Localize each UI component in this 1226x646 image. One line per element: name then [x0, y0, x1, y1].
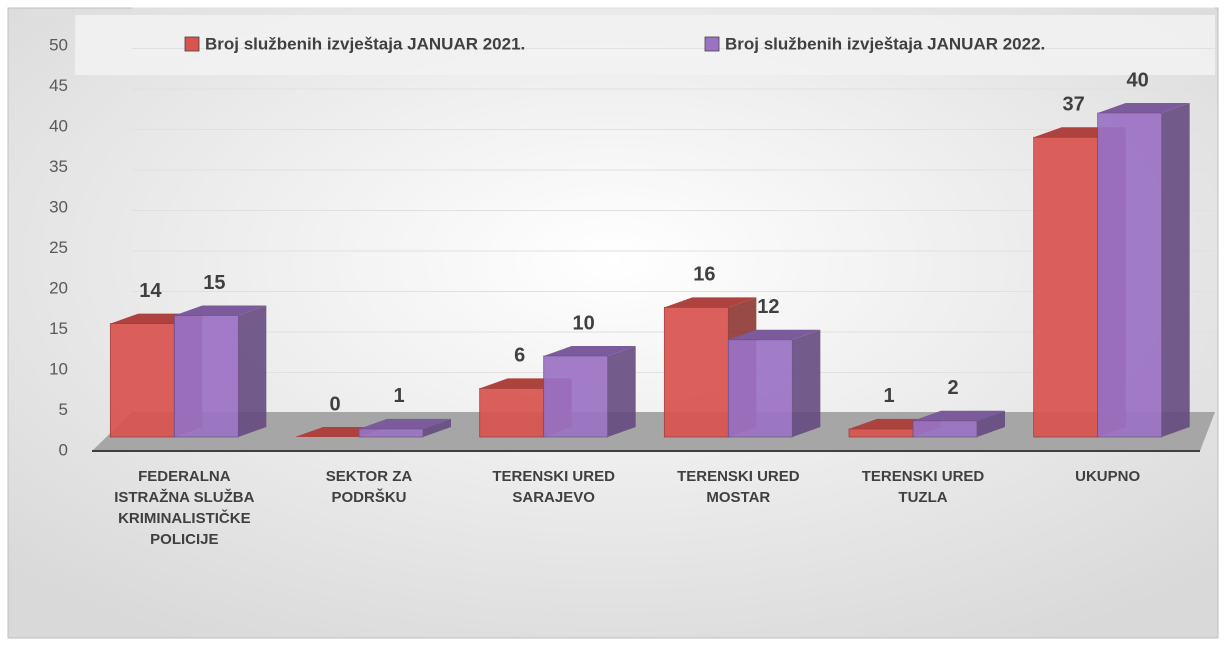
data-label: 1: [883, 385, 894, 407]
y-tick-label: 40: [49, 116, 68, 135]
bar-top: [728, 329, 821, 340]
y-tick-label: 50: [49, 35, 68, 54]
bar-top: [359, 418, 451, 429]
data-label: 2: [947, 377, 958, 399]
bar-top: [913, 410, 1005, 421]
x-tick-label: SEKTOR ZA PODRŠKU: [325, 468, 413, 506]
bar: [912, 410, 1005, 438]
y-tick-label: 35: [49, 157, 68, 176]
bar-front: [109, 323, 175, 438]
legend-box: [75, 15, 1215, 75]
y-tick-label: 45: [49, 76, 68, 95]
data-label: 1: [393, 385, 404, 407]
data-label: 40: [1127, 69, 1149, 91]
bar-front: [173, 315, 239, 438]
bar-top: [174, 305, 267, 316]
bar-front: [358, 428, 424, 438]
x-tick-label: TERENSKI URED SARAJEVO: [492, 468, 615, 506]
bar-front: [1033, 136, 1099, 438]
x-tick-label: UKUPNO: [1075, 468, 1141, 485]
bar-front: [1097, 112, 1163, 438]
bar-side: [607, 346, 636, 437]
y-tick-label: 25: [49, 238, 68, 257]
bar: [173, 305, 267, 438]
bar-front: [479, 387, 545, 438]
x-tick-label: TERENSKI URED TUZLA: [861, 468, 985, 506]
legend-label: Broj službenih izvještaja JANUAR 2022.: [725, 34, 1045, 53]
data-label: 16: [693, 264, 715, 286]
bar: [1097, 103, 1190, 438]
legend-swatch: [184, 36, 200, 52]
bar: [358, 418, 451, 438]
bar: [727, 329, 821, 438]
y-tick-label: 30: [49, 197, 68, 216]
bar-front: [543, 355, 609, 438]
bar-side: [977, 410, 1005, 437]
data-label: 12: [757, 296, 779, 318]
bar-side: [1161, 103, 1190, 437]
x-tick-label: TERENSKI URED MOSTAR: [677, 468, 800, 506]
data-label: 15: [203, 272, 225, 294]
y-tick-label: 0: [59, 440, 68, 459]
legend-label: Broj službenih izvještaja JANUAR 2021.: [205, 34, 525, 53]
data-label: 6: [514, 345, 525, 367]
y-tick-label: 20: [49, 278, 68, 297]
bar-top: [543, 346, 636, 356]
x-tick-label: FEDERALNA ISTRAŽNA SLUŽBA KRIMINALISTIČK…: [114, 468, 255, 548]
data-label: 10: [573, 312, 595, 334]
y-tick-label: 10: [49, 359, 68, 378]
bar-top: [1097, 103, 1190, 113]
bar-front: [663, 306, 729, 438]
bar-side: [792, 329, 821, 437]
bar-front: [727, 339, 793, 438]
y-tick-label: 5: [59, 400, 68, 419]
bar-front: [912, 420, 978, 438]
y-tick-label: 15: [49, 319, 68, 338]
bar-top: [664, 297, 757, 308]
legend-swatch: [704, 36, 720, 52]
data-label: 37: [1063, 94, 1085, 116]
bar: [543, 346, 636, 438]
bar-front: [848, 428, 914, 438]
bar-side: [238, 305, 267, 437]
data-label: 14: [139, 280, 162, 302]
bar-side: [423, 418, 451, 437]
data-label: 0: [329, 393, 340, 415]
